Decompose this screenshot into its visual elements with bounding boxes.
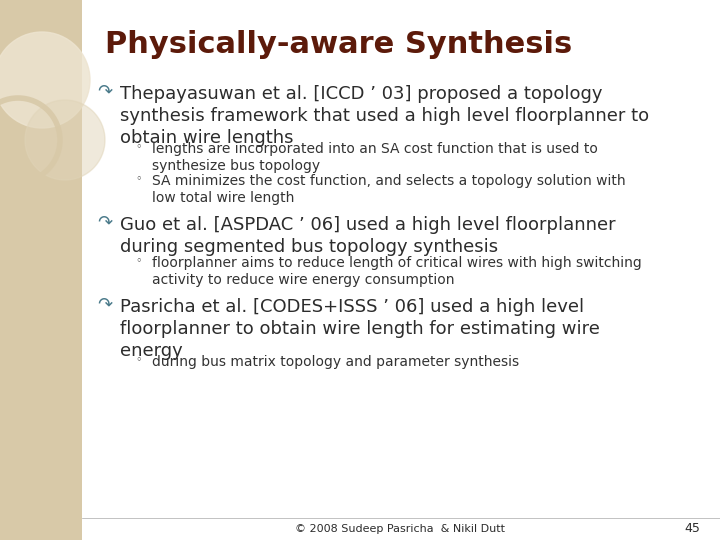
Text: Pasricha et al. [CODES+ISSS ’ 06] used a high level
floorplanner to obtain wire : Pasricha et al. [CODES+ISSS ’ 06] used a… <box>120 298 600 360</box>
Circle shape <box>0 32 90 128</box>
Text: ◦: ◦ <box>135 142 142 152</box>
Text: lengths are incorporated into an SA cost function that is used to
synthesize bus: lengths are incorporated into an SA cost… <box>152 142 598 173</box>
Bar <box>0 0 82 540</box>
Bar <box>82 0 720 540</box>
Text: Guo et al. [ASPDAC ’ 06] used a high level floorplanner
during segmented bus top: Guo et al. [ASPDAC ’ 06] used a high lev… <box>120 216 616 256</box>
Text: ↷: ↷ <box>97 296 112 314</box>
Circle shape <box>25 100 105 180</box>
Text: ◦: ◦ <box>135 355 142 365</box>
Text: 45: 45 <box>684 523 700 536</box>
Text: ↷: ↷ <box>97 83 112 101</box>
Text: Physically-aware Synthesis: Physically-aware Synthesis <box>105 30 572 59</box>
Text: ↷: ↷ <box>97 214 112 232</box>
Text: floorplanner aims to reduce length of critical wires with high switching
activit: floorplanner aims to reduce length of cr… <box>152 256 642 287</box>
Text: ◦: ◦ <box>135 174 142 184</box>
Text: ◦: ◦ <box>135 256 142 266</box>
Text: © 2008 Sudeep Pasricha  & Nikil Dutt: © 2008 Sudeep Pasricha & Nikil Dutt <box>295 524 505 534</box>
Text: Thepayasuwan et al. [ICCD ’ 03] proposed a topology
synthesis framework that use: Thepayasuwan et al. [ICCD ’ 03] proposed… <box>120 85 649 147</box>
Text: during bus matrix topology and parameter synthesis: during bus matrix topology and parameter… <box>152 355 519 369</box>
Text: SA minimizes the cost function, and selects a topology solution with
low total w: SA minimizes the cost function, and sele… <box>152 174 626 205</box>
